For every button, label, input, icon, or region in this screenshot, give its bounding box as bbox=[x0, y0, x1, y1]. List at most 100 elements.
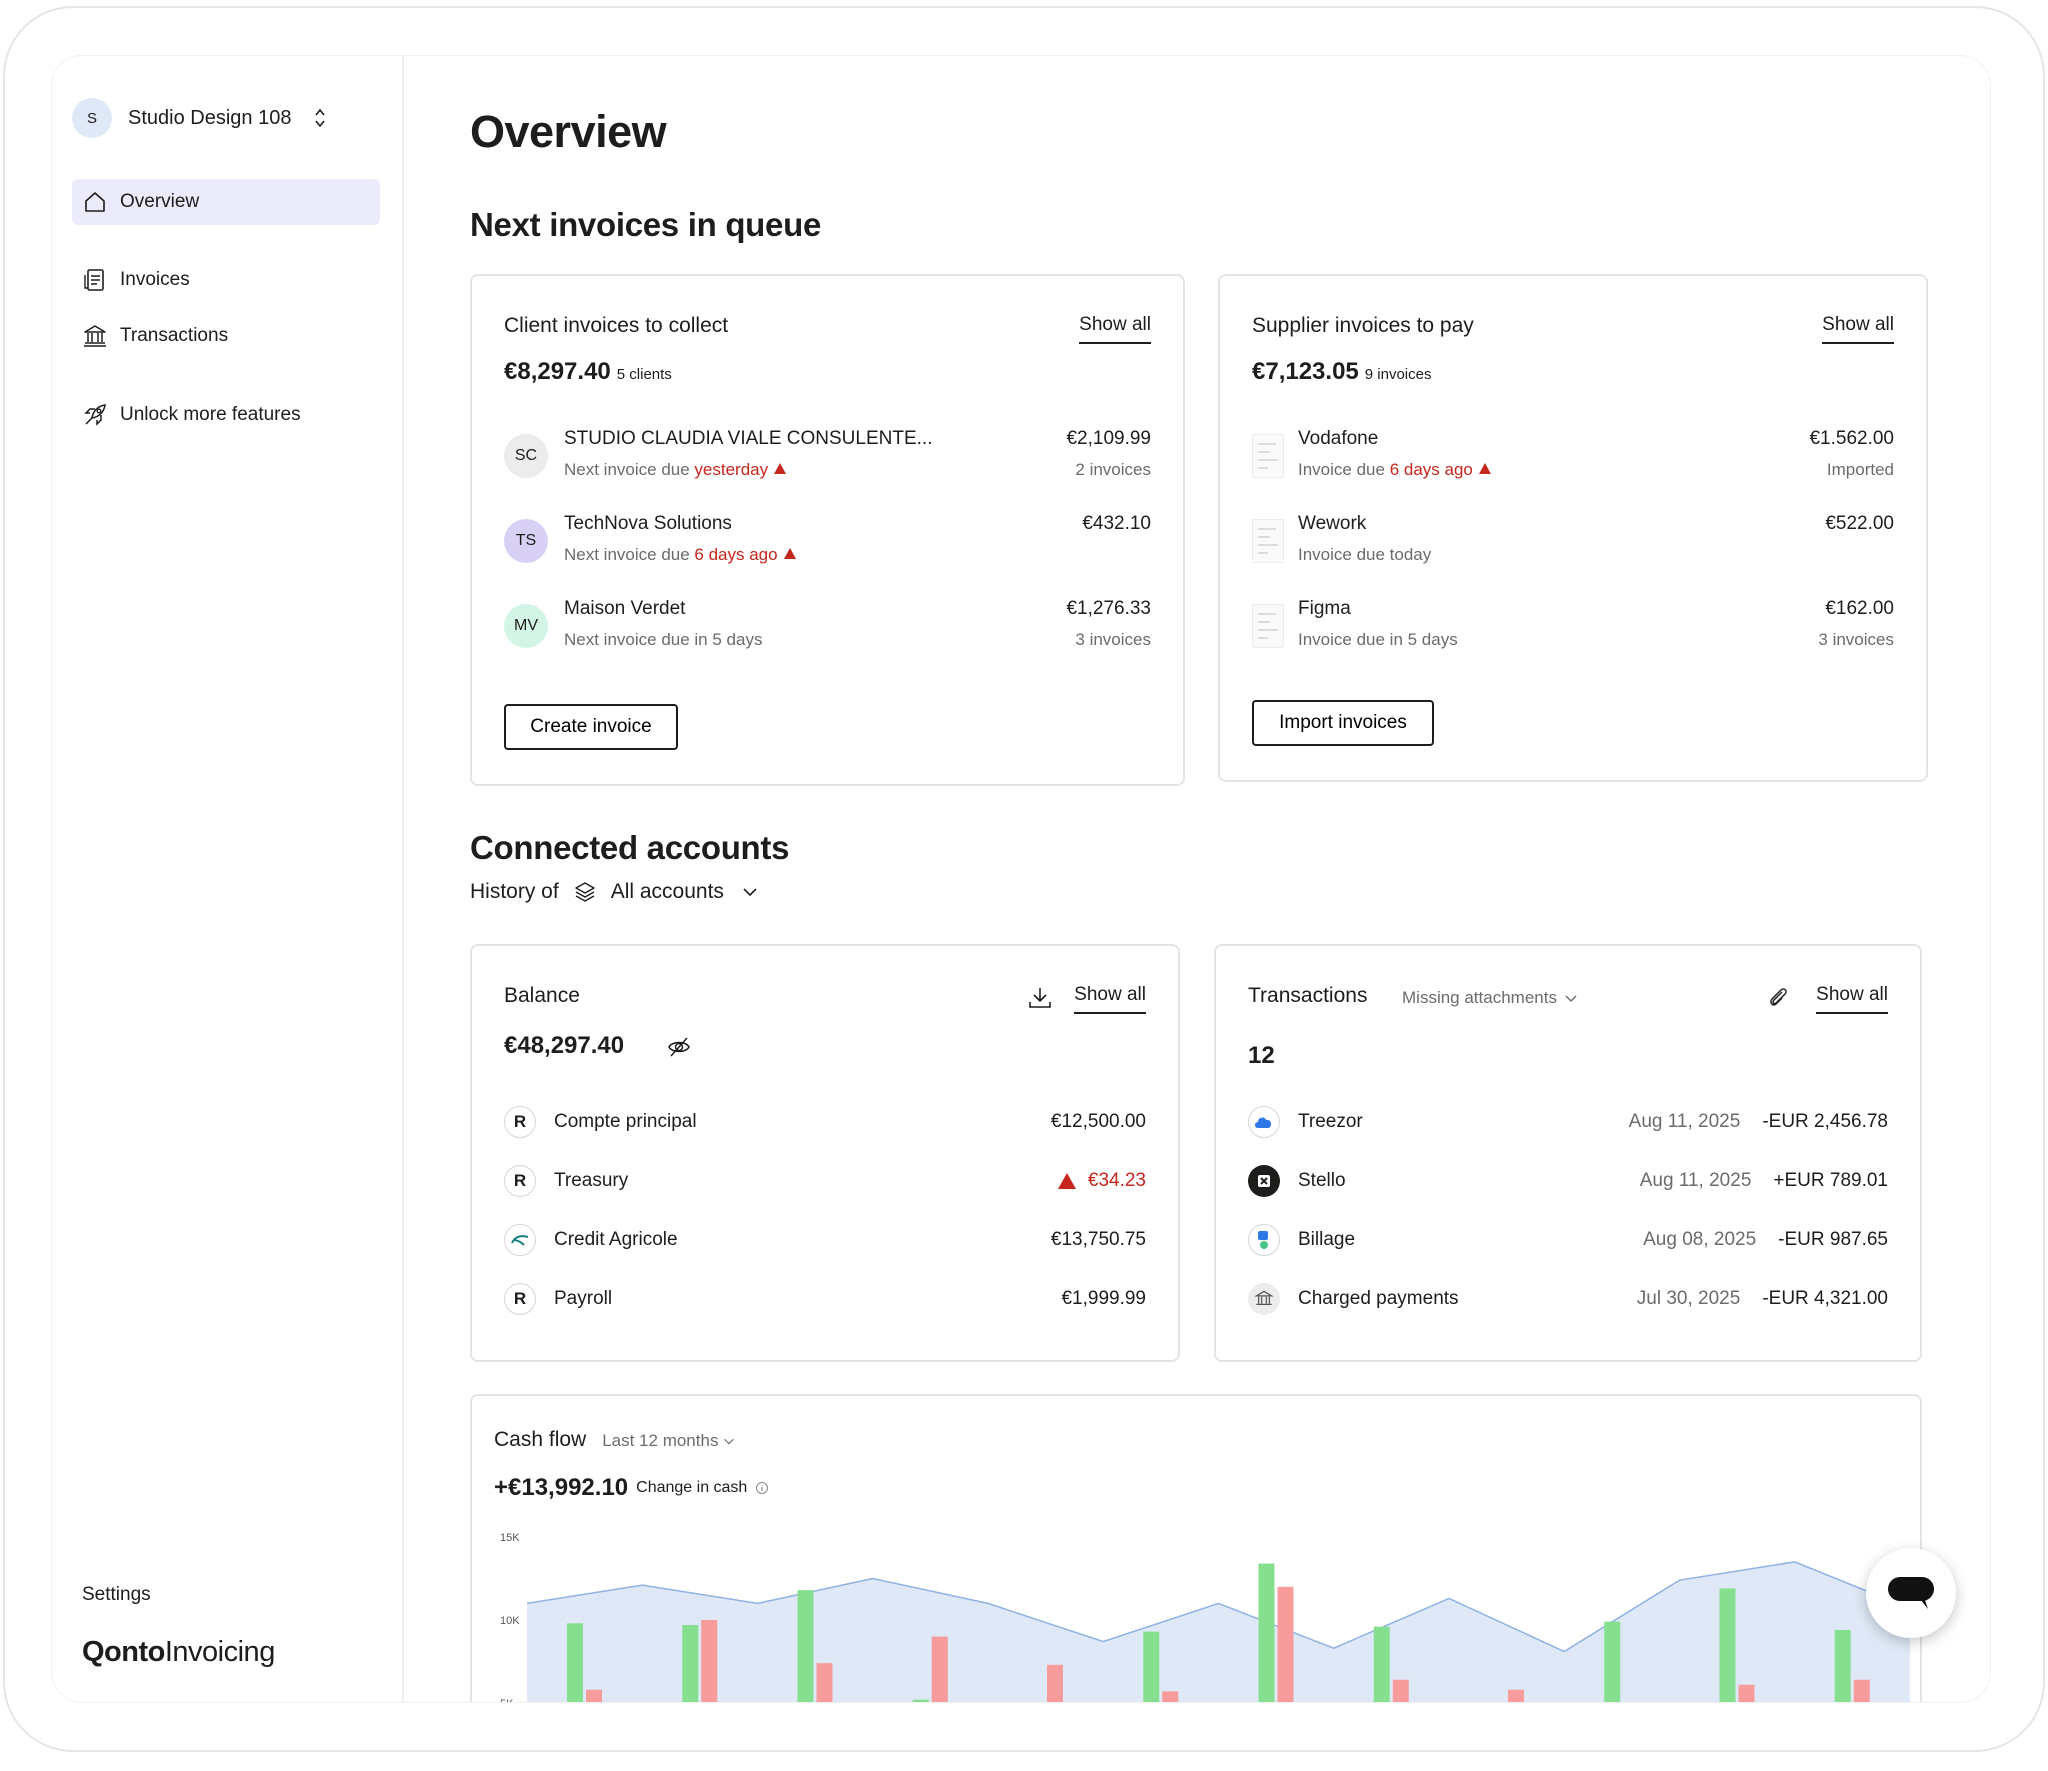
transaction-name: Treezor bbox=[1298, 1111, 1363, 1132]
billage-icon bbox=[1248, 1224, 1280, 1256]
warning-icon bbox=[783, 548, 796, 559]
period-dropdown[interactable]: Last 12 months bbox=[602, 1431, 736, 1451]
hide-balance-icon[interactable] bbox=[666, 1034, 692, 1060]
main-content: Overview Next invoices in queue Client i… bbox=[470, 56, 1990, 1702]
qonto-icon: R bbox=[504, 1165, 536, 1197]
balance-total: €48,297.40 bbox=[504, 1032, 625, 1059]
sidebar-item-label: Unlock more features bbox=[120, 404, 301, 425]
account-balance: €1,999.99 bbox=[1061, 1288, 1146, 1309]
due-status: Invoice due in 5 days bbox=[1298, 630, 1458, 649]
inflow-bar bbox=[1834, 1629, 1851, 1702]
home-icon bbox=[85, 192, 105, 212]
account-row[interactable]: Credit Agricole €13,750.75 bbox=[504, 1222, 1146, 1258]
due-status: Next invoice due yesterday bbox=[564, 460, 787, 480]
due-status: Next invoice due 6 days ago bbox=[564, 545, 796, 565]
invoice-thumbnail-icon bbox=[1252, 519, 1284, 563]
transaction-row[interactable]: Billage Aug 08, 2025 -EUR 987.65 bbox=[1248, 1222, 1888, 1258]
client-invoice-row[interactable]: TS TechNova Solutions Next invoice due 6… bbox=[504, 513, 1151, 583]
sidebar-item-label: Invoices bbox=[120, 269, 190, 290]
supplier-name: Wework bbox=[1298, 513, 1367, 534]
transaction-date: Aug 11, 2025 bbox=[1639, 1170, 1752, 1191]
transaction-row[interactable]: Charged payments Jul 30, 2025 -EUR 4,321… bbox=[1248, 1281, 1888, 1317]
show-all-supplier-invoices-link[interactable]: Show all bbox=[1822, 314, 1894, 344]
client-name: STUDIO CLAUDIA VIALE CONSULENTE... bbox=[564, 428, 933, 449]
stello-icon bbox=[1248, 1165, 1280, 1197]
supplier-invoice-row[interactable]: Figma Invoice due in 5 days €162.00 3 in… bbox=[1252, 598, 1894, 668]
cash-balance-line bbox=[526, 1561, 1911, 1653]
account-row[interactable]: R Compte principal €12,500.00 bbox=[504, 1104, 1146, 1140]
client-invoice-row[interactable]: SC STUDIO CLAUDIA VIALE CONSULENTE... Ne… bbox=[504, 428, 1151, 498]
inflow-bar bbox=[682, 1624, 699, 1702]
settings-link[interactable]: Settings bbox=[82, 1584, 151, 1605]
qonto-icon: R bbox=[504, 1283, 536, 1315]
client-invoices-card: Client invoices to collect Show all €8,2… bbox=[470, 274, 1185, 786]
transaction-row[interactable]: Stello Aug 11, 2025 +EUR 789.01 bbox=[1248, 1163, 1888, 1199]
due-status: Next invoice due in 5 days bbox=[564, 630, 763, 649]
chat-bubble-icon bbox=[1888, 1577, 1934, 1609]
qonto-invoicing-logo: QontoInvoicing bbox=[82, 1636, 275, 1668]
outflow-bar bbox=[701, 1620, 718, 1702]
info-icon[interactable] bbox=[755, 1481, 769, 1495]
cash-change-value: +€13,992.10 bbox=[494, 1474, 629, 1501]
inflow-bar bbox=[1143, 1631, 1160, 1702]
create-invoice-button[interactable]: Create invoice bbox=[504, 704, 678, 750]
transaction-row[interactable]: Treezor Aug 11, 2025 -EUR 2,456.78 bbox=[1248, 1104, 1888, 1140]
show-all-transactions-link[interactable]: Show all bbox=[1816, 984, 1888, 1014]
download-icon[interactable] bbox=[1026, 984, 1054, 1012]
chevron-down-icon bbox=[743, 888, 757, 897]
org-avatar: S bbox=[72, 98, 112, 138]
inflow-bar bbox=[1373, 1626, 1390, 1702]
show-all-client-invoices-link[interactable]: Show all bbox=[1079, 314, 1151, 344]
outflow-bar bbox=[1738, 1684, 1755, 1702]
chevron-up-down-icon bbox=[315, 108, 326, 128]
outflow-bar bbox=[586, 1689, 602, 1702]
sidebar-item-label: Transactions bbox=[120, 325, 229, 346]
client-avatar: SC bbox=[504, 434, 548, 478]
supplier-name: Figma bbox=[1298, 598, 1351, 619]
credit-agricole-icon bbox=[504, 1224, 536, 1256]
transaction-amount: -EUR 987.65 bbox=[1778, 1229, 1888, 1250]
outflow-bar bbox=[1277, 1586, 1294, 1702]
bank-icon bbox=[84, 325, 106, 347]
organization-switcher[interactable]: S Studio Design 108 bbox=[72, 98, 327, 138]
show-all-balance-link[interactable]: Show all bbox=[1074, 984, 1146, 1014]
sidebar-item-invoices[interactable]: Invoices bbox=[72, 257, 380, 303]
supplier-invoice-row[interactable]: Wework Invoice due today €522.00 bbox=[1252, 513, 1894, 583]
outflow-bar bbox=[931, 1636, 948, 1702]
sidebar-item-transactions[interactable]: Transactions bbox=[72, 313, 380, 359]
y-tick-label: 10K bbox=[500, 1615, 520, 1627]
attachment-filter-dropdown[interactable]: Missing attachments bbox=[1402, 988, 1579, 1008]
client-name: Maison Verdet bbox=[564, 598, 686, 619]
chevron-down-icon bbox=[1565, 995, 1577, 1002]
supplier-invoice-row[interactable]: Vodafone Invoice due 6 days ago €1.562.0… bbox=[1252, 428, 1894, 498]
account-row[interactable]: R Payroll €1,999.99 bbox=[504, 1281, 1146, 1317]
due-status: Invoice due today bbox=[1298, 545, 1432, 564]
cash-change-label: Change in cash bbox=[636, 1479, 748, 1496]
outflow-bar bbox=[1508, 1689, 1524, 1702]
cash-change: +€13,992.10 Change in cash bbox=[494, 1474, 769, 1502]
chat-button[interactable] bbox=[1866, 1548, 1956, 1638]
account-history-selector[interactable]: History of All accounts bbox=[470, 880, 762, 904]
invoice-count: 3 invoices bbox=[1075, 630, 1151, 649]
invoice-icon bbox=[84, 269, 104, 291]
section-title-queue: Next invoices in queue bbox=[470, 206, 822, 243]
client-invoice-row[interactable]: MV Maison Verdet Next invoice due in 5 d… bbox=[504, 598, 1151, 668]
layers-icon bbox=[574, 882, 595, 902]
client-amount: €432.10 bbox=[1082, 513, 1151, 534]
transaction-date: Aug 11, 2025 bbox=[1628, 1111, 1741, 1132]
client-amount: €1,276.33 bbox=[1066, 598, 1151, 619]
sidebar-item-overview[interactable]: Overview bbox=[72, 179, 380, 225]
account-name: Compte principal bbox=[554, 1111, 697, 1132]
invoice-thumbnail-icon bbox=[1252, 434, 1284, 478]
sidebar-item-unlock-features[interactable]: Unlock more features bbox=[72, 392, 380, 438]
client-name: TechNova Solutions bbox=[564, 513, 732, 534]
account-row[interactable]: R Treasury €34.23 bbox=[504, 1163, 1146, 1199]
supplier-invoices-total: €7,123.05 9 invoices bbox=[1252, 358, 1432, 385]
transaction-name: Charged payments bbox=[1298, 1288, 1459, 1309]
client-avatar: MV bbox=[504, 604, 548, 648]
import-invoices-button[interactable]: Import invoices bbox=[1252, 700, 1434, 746]
paperclip-icon[interactable] bbox=[1764, 984, 1792, 1012]
client-invoices-total: €8,297.40 5 clients bbox=[504, 358, 672, 385]
transaction-name: Billage bbox=[1298, 1229, 1356, 1250]
transaction-amount: -EUR 2,456.78 bbox=[1762, 1111, 1888, 1132]
